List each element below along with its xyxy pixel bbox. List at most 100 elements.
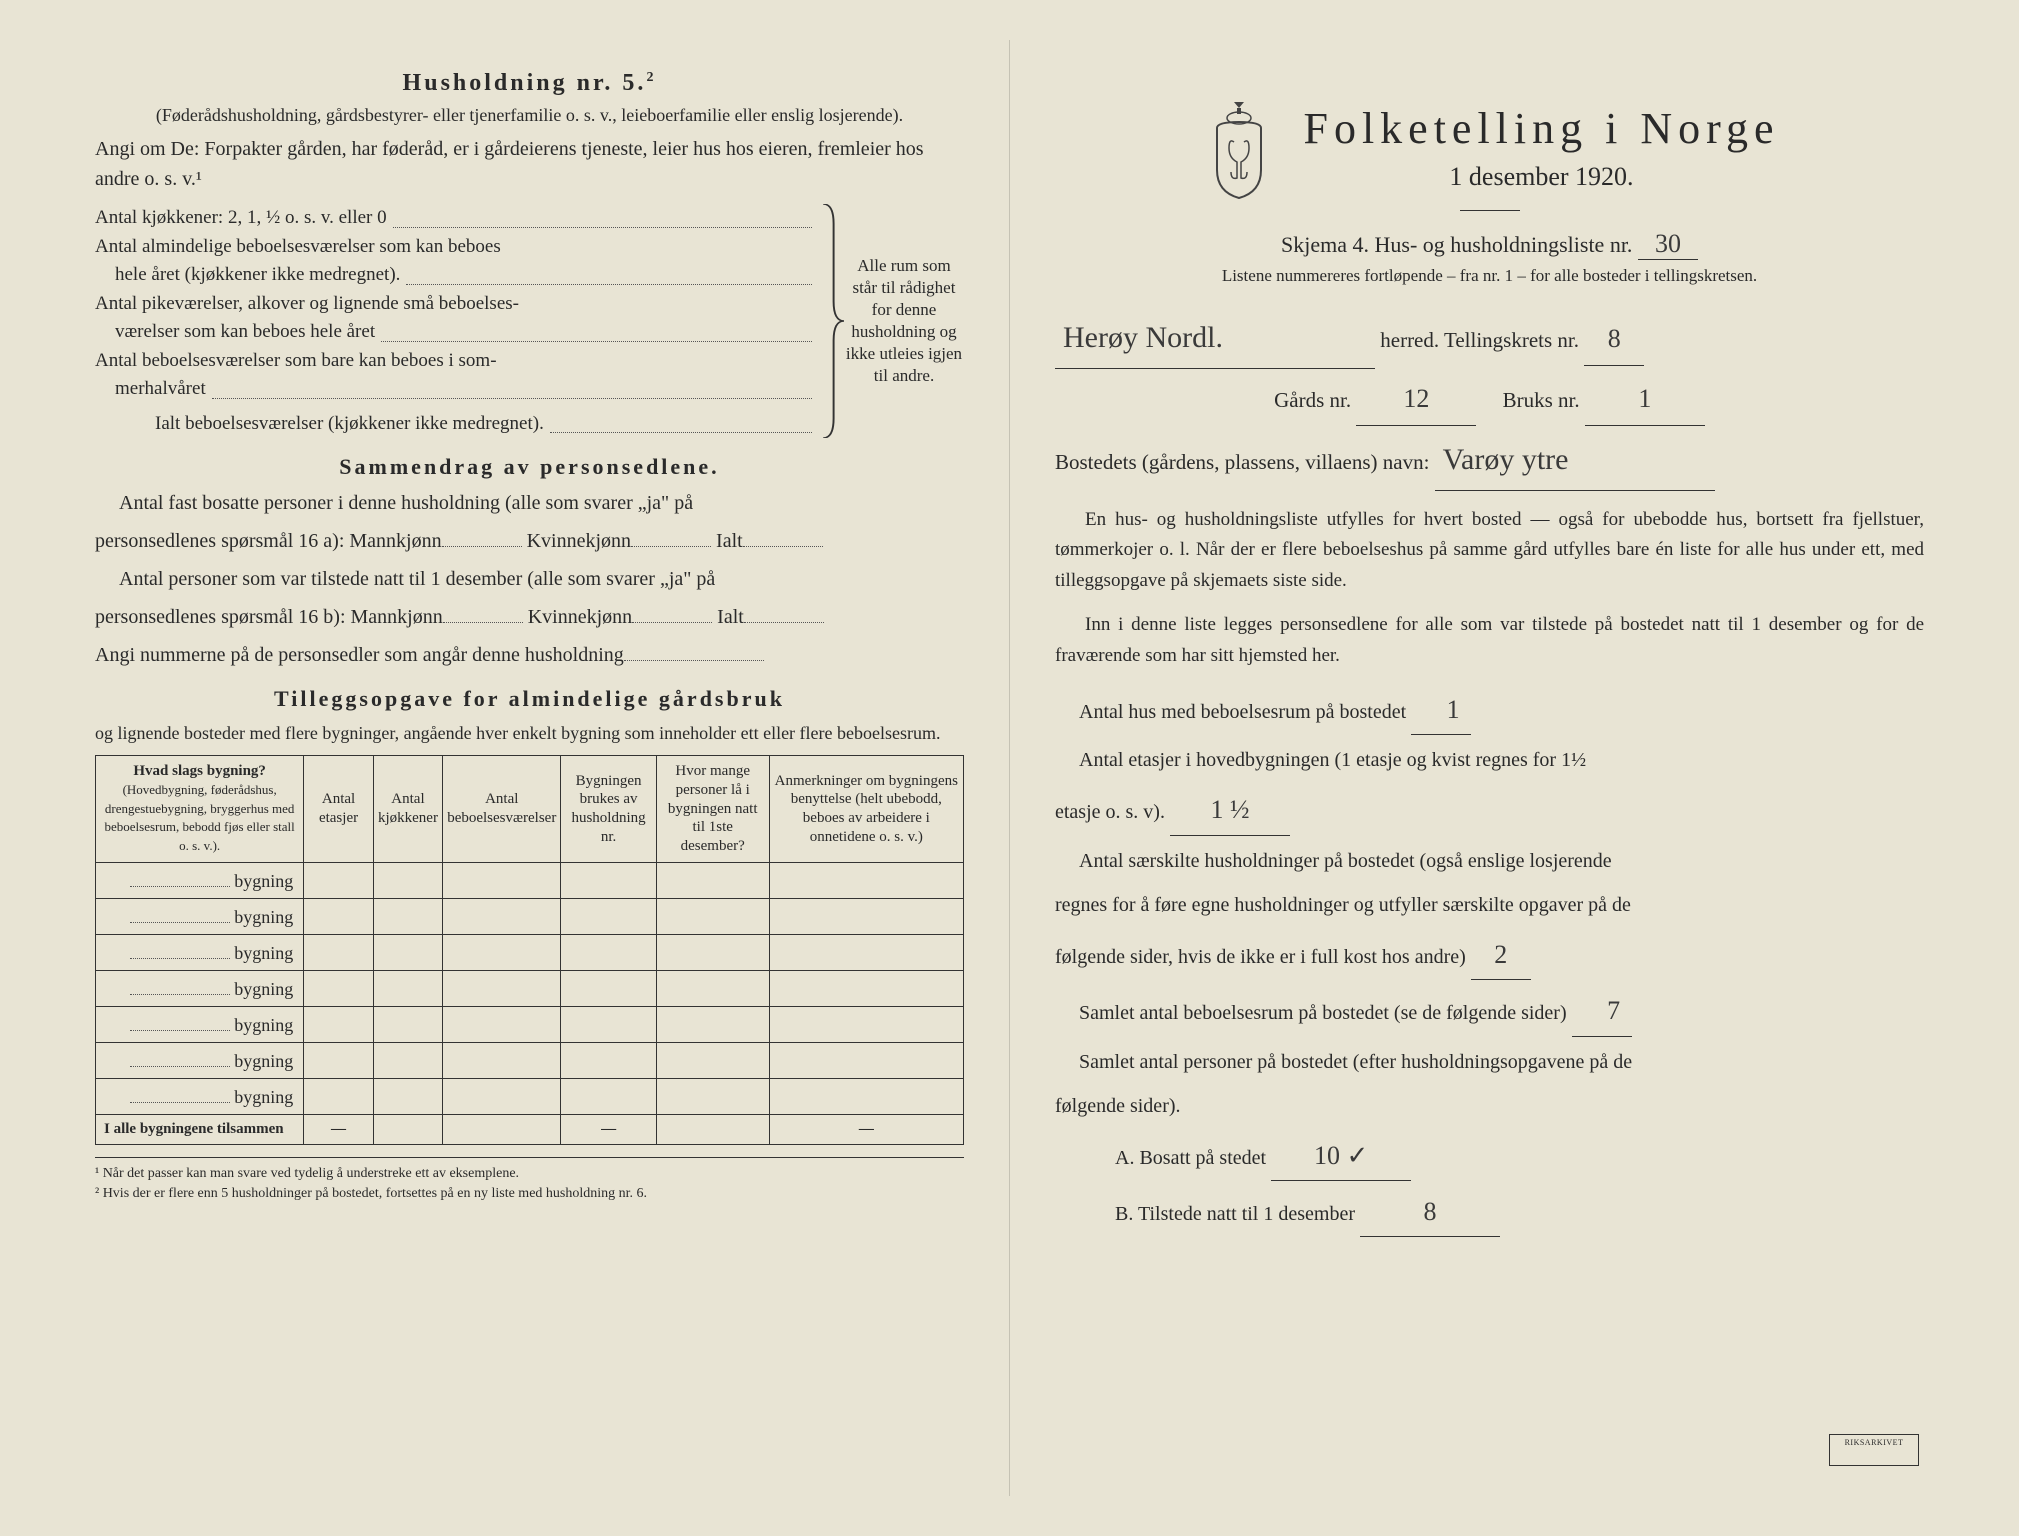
th1a: Hvad slags bygning?	[133, 763, 266, 779]
sum-p1: Antal fast bosatte personer i denne hush…	[95, 488, 964, 518]
blank-field[interactable]	[624, 641, 764, 661]
cell[interactable]	[656, 934, 769, 970]
sum-p3-line: Angi nummerne på de personsedler som ang…	[95, 640, 964, 670]
blank-field[interactable]	[443, 603, 523, 623]
cell[interactable]	[443, 1078, 561, 1114]
blank-field[interactable]	[442, 527, 522, 547]
cell[interactable]	[561, 1006, 656, 1042]
cell[interactable]	[769, 1042, 963, 1078]
cell[interactable]	[443, 862, 561, 898]
bosted-value: Varøy ytre	[1435, 430, 1715, 491]
cell[interactable]	[561, 898, 656, 934]
skjema-line: Skjema 4. Hus- og husholdningsliste nr. …	[1055, 229, 1924, 260]
cell[interactable]	[656, 898, 769, 934]
table-sum-row: I alle bygningene tilsammen———	[96, 1114, 964, 1144]
rooms3a: Antal beboelsesværelser som bare kan beb…	[95, 347, 818, 376]
cell[interactable]	[443, 1114, 561, 1144]
archive-stamp: RIKSARKIVET	[1829, 1434, 1919, 1466]
blank-field[interactable]	[130, 941, 230, 959]
cell-dash: —	[304, 1114, 373, 1144]
cell[interactable]	[656, 1078, 769, 1114]
qB-line: B. Tilstede natt til 1 desember 8	[1055, 1187, 1924, 1237]
left-page: Husholdning nr. 5.2 (Føderådshusholdning…	[50, 40, 1010, 1496]
cell[interactable]	[656, 1006, 769, 1042]
cell[interactable]	[561, 970, 656, 1006]
cell[interactable]	[656, 1042, 769, 1078]
skjema-label: Skjema 4. Hus- og husholdningsliste nr.	[1281, 232, 1632, 257]
cell[interactable]	[373, 1042, 442, 1078]
cell[interactable]	[561, 1042, 656, 1078]
footnote-1: ¹ Når det passer kan man svare ved tydel…	[95, 1164, 964, 1184]
blank-field[interactable]	[743, 527, 823, 547]
q2b-label: etasje o. s. v).	[1055, 801, 1165, 823]
cell[interactable]	[656, 862, 769, 898]
qB-label: B. Tilstede natt til 1 desember	[1115, 1203, 1355, 1225]
cell[interactable]	[304, 970, 373, 1006]
cell[interactable]	[656, 1114, 769, 1144]
blank-field[interactable]	[744, 603, 824, 623]
cell[interactable]	[656, 970, 769, 1006]
sum-p1b-line: personsedlenes spørsmål 16 a): Mannkjønn…	[95, 526, 964, 556]
table-row: bygning	[96, 862, 964, 898]
row-label: bygning	[234, 1051, 293, 1071]
blank-field[interactable]	[130, 905, 230, 923]
q4-label: Samlet antal beboelsesrum på bostedet (s…	[1079, 1002, 1567, 1024]
table-row: bygning	[96, 970, 964, 1006]
cell[interactable]	[304, 1006, 373, 1042]
blank-field[interactable]	[130, 869, 230, 887]
cell[interactable]	[561, 1078, 656, 1114]
q4-line: Samlet antal beboelsesrum på bostedet (s…	[1055, 986, 1924, 1036]
cell[interactable]	[443, 970, 561, 1006]
sum-ialt: Ialt	[716, 530, 743, 552]
cell[interactable]	[373, 862, 442, 898]
rooms3b: merhalvåret	[95, 375, 206, 404]
cell[interactable]	[373, 1006, 442, 1042]
bosted-line: Bostedets (gårdens, plassens, villaens) …	[1055, 430, 1924, 491]
cell[interactable]	[373, 1114, 442, 1144]
cell[interactable]	[443, 898, 561, 934]
cell[interactable]	[373, 898, 442, 934]
q1-label: Antal hus med beboelsesrum på bostedet	[1079, 701, 1406, 723]
cell[interactable]	[769, 1078, 963, 1114]
blank-field[interactable]	[631, 527, 711, 547]
cell[interactable]	[443, 934, 561, 970]
summary-title: Sammendrag av personsedlene.	[95, 454, 964, 480]
body-para-2: Inn i denne liste legges personsedlene f…	[1055, 610, 1924, 671]
blank-field[interactable]	[130, 977, 230, 995]
building-table: Hvad slags bygning? (Hovedbygning, føder…	[95, 755, 964, 1145]
body1: En hus- og husholdningsliste utfylles fo…	[1055, 505, 1924, 596]
cell[interactable]	[304, 1042, 373, 1078]
list-note: Listene nummereres fortløpende – fra nr.…	[1055, 266, 1924, 286]
th1b: (Hovedbygning, føderådshus, drengestueby…	[105, 782, 295, 853]
blank-field[interactable]	[130, 1085, 230, 1103]
sum-ialt2: Ialt	[717, 606, 744, 628]
cell[interactable]	[769, 862, 963, 898]
cell[interactable]	[304, 898, 373, 934]
cell[interactable]	[769, 1006, 963, 1042]
cell[interactable]	[373, 970, 442, 1006]
cell[interactable]	[373, 1078, 442, 1114]
table-row: bygning	[96, 934, 964, 970]
cell[interactable]	[443, 1042, 561, 1078]
q2-value: 1 ½	[1170, 785, 1290, 835]
cell[interactable]	[561, 934, 656, 970]
sum-p2b: personsedlenes spørsmål 16 b): Mannkjønn	[95, 606, 443, 628]
th-bygning: Hvad slags bygning? (Hovedbygning, føder…	[96, 756, 304, 863]
q2a-line: Antal etasjer i hovedbygningen (1 etasje…	[1055, 741, 1924, 779]
husholdning-title-text: Husholdning nr. 5.	[403, 70, 647, 96]
blank-field[interactable]	[632, 603, 712, 623]
cell[interactable]	[304, 1078, 373, 1114]
th-vaerelser: Antal beboelsesværelser	[443, 756, 561, 863]
cell[interactable]	[769, 970, 963, 1006]
cell[interactable]	[373, 934, 442, 970]
blank-field[interactable]	[130, 1049, 230, 1067]
cell[interactable]	[304, 934, 373, 970]
blank-field[interactable]	[130, 1013, 230, 1031]
cell[interactable]	[769, 934, 963, 970]
cell[interactable]	[769, 898, 963, 934]
cell[interactable]	[443, 1006, 561, 1042]
cell[interactable]	[304, 862, 373, 898]
cell[interactable]	[561, 862, 656, 898]
q3a-line: Antal særskilte husholdninger på bostede…	[1055, 842, 1924, 880]
row-label: bygning	[234, 943, 293, 963]
